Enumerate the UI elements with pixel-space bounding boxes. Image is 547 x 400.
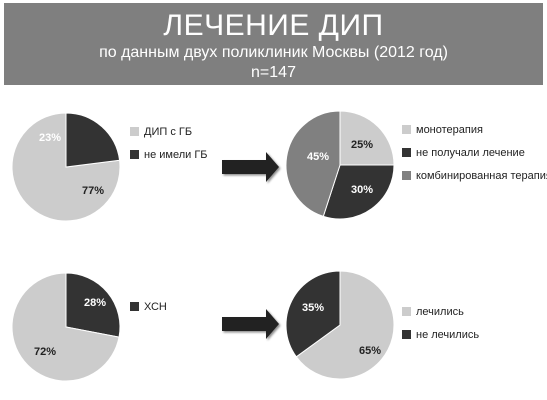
legend-swatch	[402, 330, 411, 339]
arrows-group	[222, 152, 279, 339]
slice-percent-label: 35%	[302, 302, 324, 314]
legend-swatch	[130, 302, 139, 311]
legend-swatch	[402, 171, 411, 180]
pie-slice	[322, 164, 395, 220]
arrow-icon	[222, 152, 279, 182]
pie-chart-1: 77% 23% ДИП с ГБ не имели ГБ	[11, 112, 208, 222]
slice-percent-label: 28%	[84, 297, 106, 309]
legend-label: лечились	[416, 306, 464, 318]
pie-slice	[65, 112, 121, 168]
legend-label: не получали лечение	[416, 147, 525, 159]
legend-swatch	[402, 148, 411, 157]
sample-size: n=147	[251, 64, 296, 81]
legend-label: не имели ГБ	[144, 149, 208, 161]
legend-label: комбинированная терапия	[416, 170, 547, 182]
pie-chart-3: 28% 72% ХСН	[11, 272, 167, 382]
legend-label: монотерапия	[416, 124, 483, 136]
legend-label: ХСН	[144, 301, 167, 313]
legend-swatch	[402, 125, 411, 134]
header-banner: ЛЕЧЕНИЕ ДИП по данным двух поликлиник Мо…	[4, 3, 543, 85]
legend-swatch	[130, 150, 139, 159]
pie-chart-4: 65% 35% лечились не лечились	[285, 270, 479, 380]
legend-label: ДИП с ГБ	[144, 126, 192, 138]
pie-slice	[65, 272, 121, 338]
pie-slice	[285, 110, 341, 217]
page-subtitle: по данным двух поликлиник Москвы (2012 г…	[99, 44, 448, 61]
legend-swatch	[130, 127, 139, 136]
slice-percent-label: 72%	[34, 346, 56, 358]
pie-slice	[11, 272, 120, 382]
arrow-icon	[222, 309, 279, 339]
slice-percent-label: 77%	[82, 185, 104, 197]
slice-percent-label: 65%	[359, 345, 381, 357]
page-title: ЛЕЧЕНИЕ ДИП	[163, 9, 384, 42]
pie-slice	[339, 110, 395, 166]
slice-percent-label: 30%	[351, 184, 373, 196]
slice-percent-label: 45%	[307, 151, 329, 163]
legend-label: не лечились	[416, 329, 479, 341]
pie-slice	[285, 270, 341, 358]
slice-percent-label: 23%	[39, 132, 61, 144]
pie-slice	[295, 270, 395, 380]
pie-chart-2: 25% 30% 45% монотерапия не получали лечение к…	[285, 110, 547, 220]
legend-swatch	[402, 307, 411, 316]
slice-percent-label: 25%	[351, 139, 373, 151]
